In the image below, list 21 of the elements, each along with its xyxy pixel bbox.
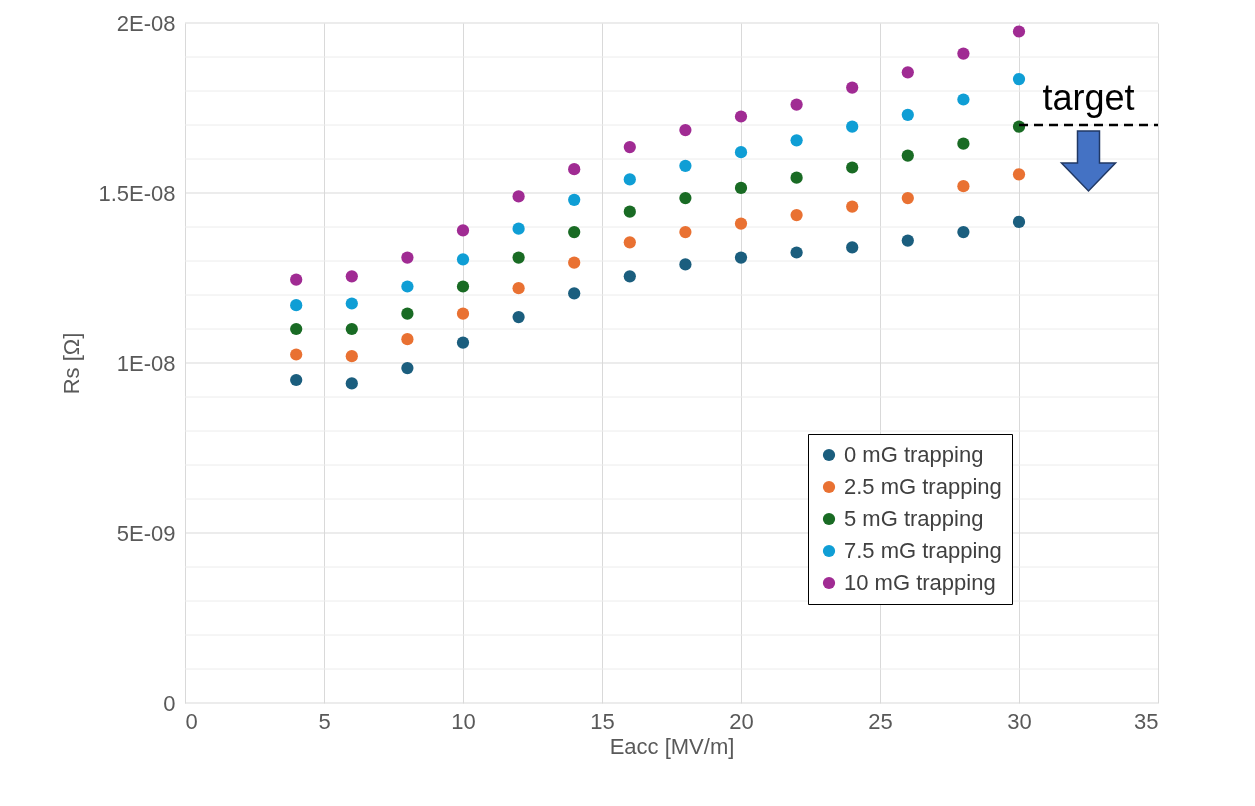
y-tick-label: 5E-09 xyxy=(116,520,176,546)
ref-line-label: target xyxy=(1042,77,1135,118)
x-axis-title: Eacc [MV/m] xyxy=(609,733,735,759)
y-tick-label: 1.5E-08 xyxy=(98,180,176,206)
x-tick-label: 0 xyxy=(185,708,198,734)
x-tick-label: 30 xyxy=(1007,708,1032,734)
x-tick-label: 5 xyxy=(318,708,331,734)
legend-label: 7.5 mG trapping xyxy=(844,538,1002,563)
y-tick-label: 2E-08 xyxy=(116,10,176,36)
x-tick-label: 15 xyxy=(590,708,615,734)
x-tick-label: 25 xyxy=(868,708,893,734)
x-tick-label: 20 xyxy=(729,708,754,734)
y-axis-title: Rs [Ω] xyxy=(59,332,85,395)
y-tick-label: 1E-08 xyxy=(116,350,176,376)
legend-label: 5 mG trapping xyxy=(844,506,984,531)
y-tick-label: 0 xyxy=(163,690,176,716)
legend-label: 0 mG trapping xyxy=(844,442,984,467)
legend-label: 2.5 mG trapping xyxy=(844,474,1002,499)
x-tick-label: 35 xyxy=(1134,708,1159,734)
legend-label: 10 mG trapping xyxy=(844,570,996,595)
x-tick-label: 10 xyxy=(451,708,476,734)
